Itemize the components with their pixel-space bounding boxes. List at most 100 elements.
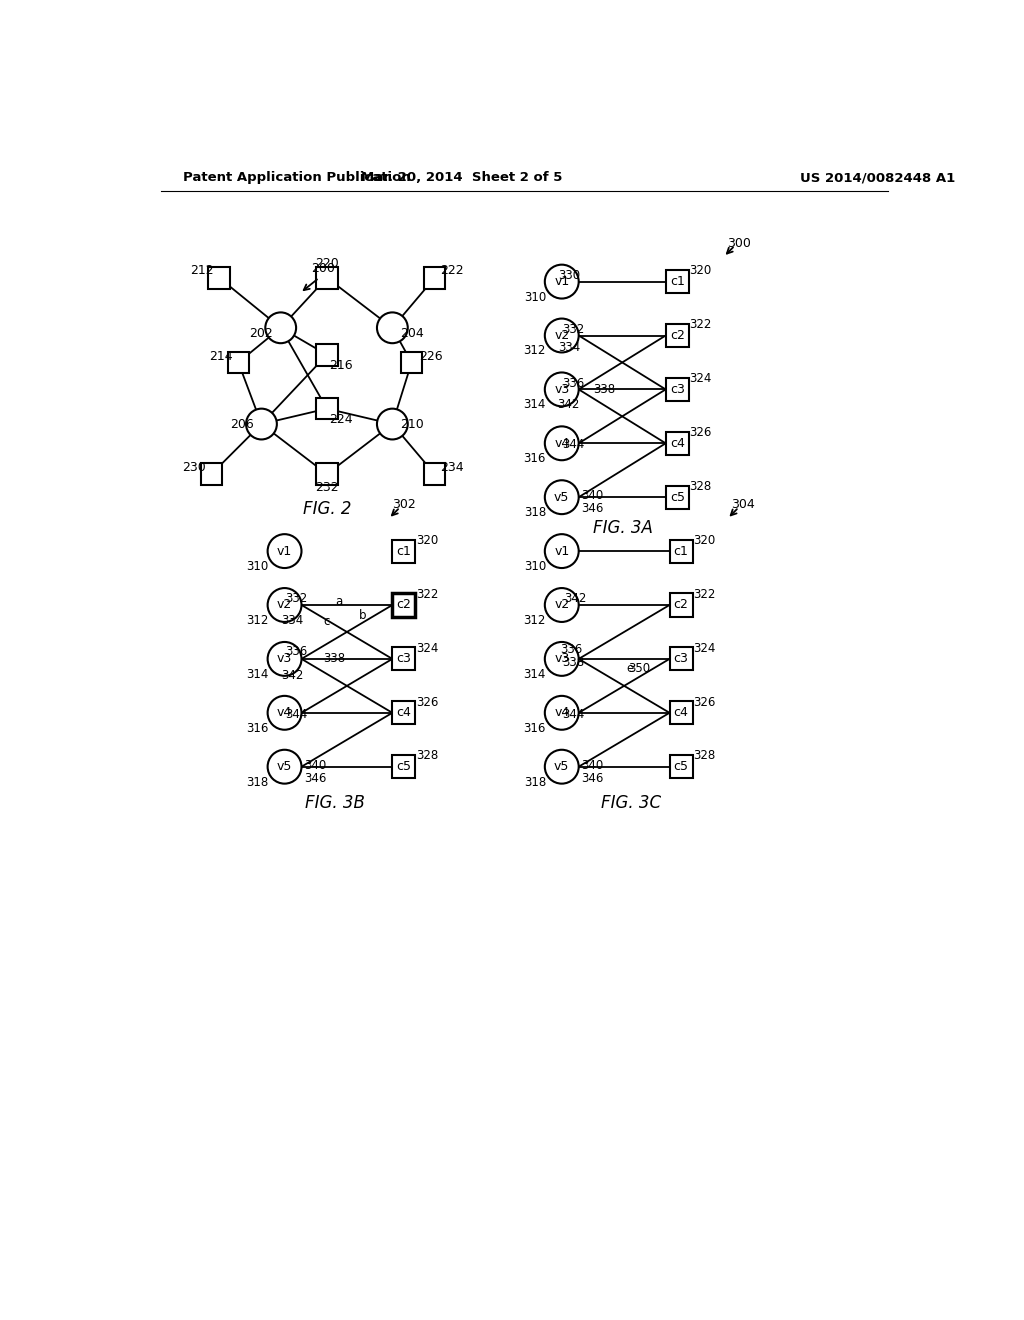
Text: c5: c5 <box>670 491 685 504</box>
Text: v1: v1 <box>554 545 569 557</box>
Text: c3: c3 <box>674 652 688 665</box>
Bar <box>316 463 338 484</box>
Circle shape <box>377 313 408 343</box>
Text: 222: 222 <box>440 264 464 277</box>
Text: c1: c1 <box>670 275 685 288</box>
Text: Mar. 20, 2014  Sheet 2 of 5: Mar. 20, 2014 Sheet 2 of 5 <box>361 172 562 185</box>
Bar <box>666 378 689 401</box>
Text: 324: 324 <box>693 642 716 655</box>
Bar <box>392 647 416 671</box>
Text: 314: 314 <box>247 668 268 681</box>
Text: 336: 336 <box>560 643 582 656</box>
Bar <box>316 397 338 420</box>
Text: 344: 344 <box>562 438 585 451</box>
Text: c2: c2 <box>670 329 685 342</box>
Text: v2: v2 <box>554 329 569 342</box>
Text: v3: v3 <box>276 652 292 665</box>
Text: 220: 220 <box>315 257 339 271</box>
Bar <box>392 701 416 725</box>
Text: 342: 342 <box>557 399 580 412</box>
Text: 336: 336 <box>562 376 585 389</box>
Text: 330: 330 <box>558 269 581 282</box>
Text: 310: 310 <box>523 560 546 573</box>
Text: 326: 326 <box>693 696 716 709</box>
Bar <box>400 351 422 374</box>
Circle shape <box>265 313 296 343</box>
Text: c: c <box>324 615 330 628</box>
Circle shape <box>377 409 408 440</box>
Circle shape <box>545 480 579 515</box>
Bar <box>424 267 445 289</box>
Text: v3: v3 <box>554 383 569 396</box>
Text: 310: 310 <box>523 290 546 304</box>
Text: Patent Application Publication: Patent Application Publication <box>183 172 411 185</box>
Bar <box>666 432 689 455</box>
Circle shape <box>545 642 579 676</box>
Bar <box>392 594 416 616</box>
Text: c1: c1 <box>674 545 688 557</box>
Text: 314: 314 <box>523 399 546 412</box>
Bar <box>208 267 230 289</box>
Text: 328: 328 <box>416 750 438 763</box>
Text: 340: 340 <box>304 759 327 772</box>
Text: 232: 232 <box>315 482 339 495</box>
Bar <box>201 463 222 484</box>
Text: 234: 234 <box>440 462 464 474</box>
Bar <box>316 345 338 366</box>
Text: 300: 300 <box>727 236 751 249</box>
Text: v5: v5 <box>554 491 569 504</box>
Text: v4: v4 <box>554 706 569 719</box>
Bar <box>666 486 689 508</box>
Text: 202: 202 <box>250 327 273 341</box>
Circle shape <box>545 696 579 730</box>
Text: c4: c4 <box>396 706 412 719</box>
Text: 214: 214 <box>210 350 233 363</box>
Bar <box>666 271 689 293</box>
Text: 316: 316 <box>523 453 546 465</box>
Text: 312: 312 <box>523 614 546 627</box>
Text: 334: 334 <box>282 614 303 627</box>
Circle shape <box>267 535 301 568</box>
Bar <box>392 755 416 779</box>
Text: 332: 332 <box>285 591 307 605</box>
Text: 342: 342 <box>564 593 587 606</box>
Text: 316: 316 <box>247 722 268 735</box>
Text: FIG. 3C: FIG. 3C <box>601 793 662 812</box>
Text: 312: 312 <box>247 614 268 627</box>
Text: 206: 206 <box>230 417 254 430</box>
Text: 230: 230 <box>182 462 207 474</box>
Circle shape <box>545 264 579 298</box>
Text: c2: c2 <box>674 598 688 611</box>
Text: 320: 320 <box>416 533 438 546</box>
Text: c5: c5 <box>674 760 688 774</box>
Text: 332: 332 <box>562 323 585 335</box>
Text: 312: 312 <box>523 345 546 358</box>
Text: 302: 302 <box>392 499 416 511</box>
Bar <box>670 701 692 725</box>
Text: 318: 318 <box>247 776 268 788</box>
Text: v1: v1 <box>276 545 292 557</box>
Text: c4: c4 <box>670 437 685 450</box>
Text: v5: v5 <box>276 760 292 774</box>
Text: 328: 328 <box>689 480 712 492</box>
Bar <box>316 267 338 289</box>
Bar <box>392 540 416 562</box>
Text: 328: 328 <box>693 750 716 763</box>
Text: 204: 204 <box>399 327 424 341</box>
Circle shape <box>545 372 579 407</box>
Text: 210: 210 <box>399 417 424 430</box>
Text: v4: v4 <box>276 706 292 719</box>
Circle shape <box>267 750 301 784</box>
Text: US 2014/0082448 A1: US 2014/0082448 A1 <box>801 172 955 185</box>
Text: 344: 344 <box>285 708 307 721</box>
Text: 346: 346 <box>582 502 604 515</box>
Text: 322: 322 <box>693 587 716 601</box>
Text: 320: 320 <box>693 533 716 546</box>
Text: 340: 340 <box>582 490 604 502</box>
Text: 318: 318 <box>523 776 546 788</box>
Circle shape <box>545 318 579 352</box>
Text: e: e <box>626 661 633 675</box>
Text: 326: 326 <box>689 426 712 440</box>
Bar <box>670 647 692 671</box>
Text: 310: 310 <box>247 560 268 573</box>
